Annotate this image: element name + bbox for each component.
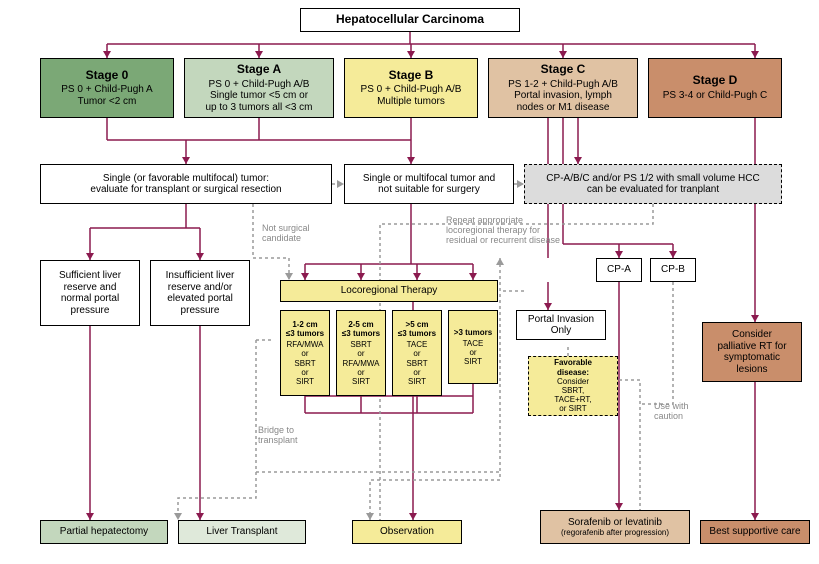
stage-s0: Stage 0PS 0 + Child-Pugh ATumor <2 cm <box>40 58 174 118</box>
annotation-0: Not surgicalcandidate <box>262 224 310 244</box>
bottom-line1: Sorafenib or levatinib <box>568 517 662 529</box>
bottom-b5: Best supportive care <box>700 520 810 544</box>
stage-desc: PS 0 + Child-Pugh A/BSingle tumor <5 cm … <box>206 79 313 114</box>
stage-sA: Stage A PS 0 + Child-Pugh A/BSingle tumor… <box>184 58 334 118</box>
stage-sD: Stage D PS 3-4 or Child-Pugh C <box>648 58 782 118</box>
stage-title: Stage B <box>389 69 434 83</box>
stage-desc: PS 1-2 + Child-Pugh A/BPortal invasion, … <box>508 79 618 114</box>
stage-title: Stage D <box>693 74 738 88</box>
annotation-2: Bridge totransplant <box>258 426 298 446</box>
favorable-box: Favorabledisease:ConsiderSBRT,TACE+RT,or… <box>528 356 618 416</box>
loco-col-1: 2-5 cm≤3 tumors SBRTorRFA/MWAorSIRT <box>336 310 386 396</box>
header-box: Hepatocellular Carcinoma <box>300 8 520 32</box>
stage-title: Stage A <box>237 63 281 77</box>
reserve-r1: Sufficient liverreserve andnormal portal… <box>40 260 140 326</box>
loco-col-title: 2-5 cm≤3 tumors <box>342 320 380 338</box>
loco-col-title: 1-2 cm≤3 tumors <box>286 320 324 338</box>
favorable-title: Favorabledisease: <box>554 358 592 376</box>
loco-col-title: >5 cm≤3 tumors <box>398 320 436 338</box>
cp-cpB: CP-B <box>650 258 696 282</box>
stage-title: Stage C <box>541 63 586 77</box>
bottom-b3: Observation <box>352 520 462 544</box>
bottom-b4: Sorafenib or levatinib(regorafenib after… <box>540 510 690 544</box>
bottom-b2: Liver Transplant <box>178 520 306 544</box>
stage-sB: Stage BPS 0 + Child-Pugh A/BMultiple tum… <box>344 58 478 118</box>
loco-col-title: >3 tumors <box>454 328 492 337</box>
loco-col-0: 1-2 cm≤3 tumors RFA/MWAorSBRTorSIRT <box>280 310 330 396</box>
loco-col-body: SBRTorRFA/MWAorSIRT <box>342 340 379 386</box>
bottom-line2: (regorafenib after progression) <box>561 528 669 537</box>
stage-title: Stage 0 <box>86 69 129 83</box>
loco-col-3: >3 tumors TACEorSIRT <box>448 310 498 384</box>
loco-col-body: TACEorSIRT <box>463 339 484 367</box>
loco-col-body: TACEorSBRTorSIRT <box>406 340 427 386</box>
loco-header: Locoregional Therapy <box>280 280 498 302</box>
portal-box: Portal InvasionOnly <box>516 310 606 340</box>
annotation-3: Use withcaution <box>654 402 689 422</box>
palliative-box: Considerpalliative RT forsymptomaticlesi… <box>702 322 802 382</box>
bottom-b1: Partial hepatectomy <box>40 520 168 544</box>
mid-m2: Single or multifocal tumor andnot suitab… <box>344 164 514 204</box>
loco-col-2: >5 cm≤3 tumors TACEorSBRTorSIRT <box>392 310 442 396</box>
stage-desc: PS 0 + Child-Pugh ATumor <2 cm <box>61 84 152 107</box>
annotation-1: Repeat appropriatelocoregional therapy f… <box>446 216 560 246</box>
mid-m3: CP-A/B/C and/or PS 1/2 with small volume… <box>524 164 782 204</box>
stage-desc: PS 0 + Child-Pugh A/BMultiple tumors <box>361 84 462 107</box>
mid-m1: Single (or favorable multifocal) tumor:e… <box>40 164 332 204</box>
stage-desc: PS 3-4 or Child-Pugh C <box>663 90 768 102</box>
cp-cpA: CP-A <box>596 258 642 282</box>
stage-sC: Stage C PS 1-2 + Child-Pugh A/BPortal inv… <box>488 58 638 118</box>
reserve-r2: Insufficient liverreserve and/orelevated… <box>150 260 250 326</box>
loco-col-body: RFA/MWAorSBRTorSIRT <box>286 340 323 386</box>
favorable-body: ConsiderSBRT,TACE+RT,or SIRT <box>554 377 591 414</box>
